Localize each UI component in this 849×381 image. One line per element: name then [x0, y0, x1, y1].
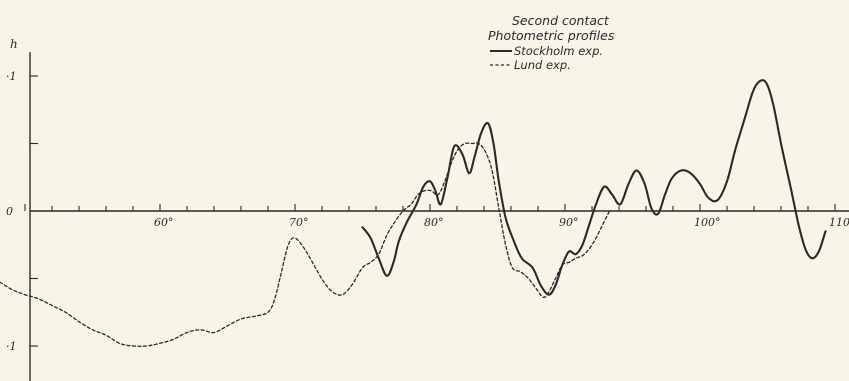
legend-label-stockholm: Stockholm exp.: [514, 44, 603, 58]
series-line-lund: [0, 142, 611, 347]
y-tick-label-neg1: ·1: [6, 340, 17, 353]
y-tick-label-1: ·1: [6, 70, 17, 83]
y-axis-label: h: [10, 37, 18, 51]
legend-label-lund: Lund exp.: [514, 58, 571, 72]
series-line-stockholm: [361, 79, 827, 296]
tick-marks: 60° 70° 80° 90° 100° 110° p ·1 0 ·1: [6, 70, 849, 353]
chart-subtitle: Photometric profiles: [488, 28, 615, 43]
y-tick-label-0: 0: [6, 205, 13, 218]
x-tick-label-90: 90°: [559, 216, 579, 229]
chart-title: Second contact: [512, 13, 610, 28]
x-tick-label-70: 70°: [289, 216, 309, 229]
series-group: [0, 79, 827, 347]
x-tick-label-60: 60°: [154, 216, 174, 229]
legend: Second contact Photometric profiles Stoc…: [488, 13, 615, 72]
x-tick-label-110: 110° p: [829, 216, 849, 229]
x-tick-label-100: 100°: [694, 216, 721, 229]
axes: [29, 52, 849, 381]
x-tick-label-80: 80°: [424, 216, 444, 229]
